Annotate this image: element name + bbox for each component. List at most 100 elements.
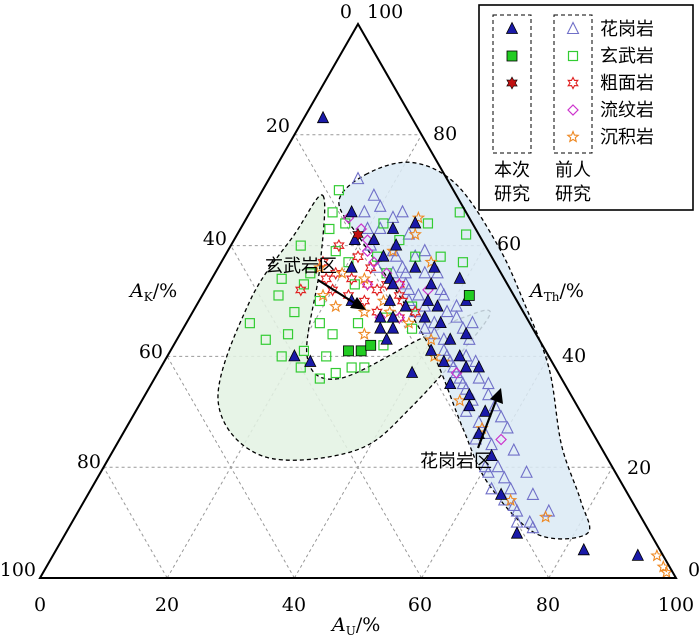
data-point-open-triangle [466,315,479,329]
data-point-open-triangle [501,420,514,434]
data-point-open-star5 [357,271,372,285]
data-point-open-star6 [371,283,383,297]
data-point-filled-triangle [409,260,422,273]
data-point-open-square [289,306,300,318]
data-point-filled-triangle [374,321,387,334]
data-point-open-diamond [368,256,380,269]
data-point-filled-square [365,339,377,351]
data-point-filled-triangle [463,398,476,412]
legend-box [478,4,694,211]
legend-label-rhyolite: 流纹岩 [600,100,654,121]
data-point-open-star5 [659,565,674,579]
data-point-open-square [298,345,310,356]
legend-label-trachyte: 粗面岩 [600,73,654,94]
data-point-open-triangle [491,459,505,473]
data-point-filled-square [355,345,367,357]
data-point-open-star5 [357,305,372,318]
data-points [244,110,674,579]
right-axis-title: ATh/% [528,280,584,304]
data-point-filled-triangle [409,216,422,229]
bottom-tick-label: 60 [408,594,432,616]
data-point-open-triangle [418,243,432,257]
data-point-open-triangle [497,470,511,484]
bottom-axis-title-main: A [330,614,346,636]
data-point-open-triangle [472,370,486,384]
legend-label-sedimentary: 沉积岩 [600,127,654,148]
data-point-open-star5 [335,266,349,279]
data-point-open-square [454,207,465,218]
data-point-open-square [314,295,325,307]
data-point-open-triangle [494,409,508,423]
data-point-filled-triangle [380,332,393,345]
data-point-open-square [461,229,472,240]
data-point-open-star5 [313,260,327,274]
data-point-filled-triangle [390,238,403,251]
data-point-open-triangle [402,282,416,295]
data-point-open-triangle [520,465,533,478]
data-point-filled-triangle [424,276,438,290]
data-point-filled-triangle [494,487,508,500]
data-point-open-triangle [399,265,413,279]
data-point-open-square [295,362,306,373]
right-tick-label: 0 [688,559,700,581]
data-point-open-triangle [481,387,495,401]
data-point-open-diamond [393,311,406,324]
data-point-filled-triangle [386,276,400,290]
data-point-filled-triangle [434,315,447,329]
data-point-open-square [394,234,405,246]
data-point-filled-triangle [510,526,524,539]
data-point-filled-triangle [374,310,387,323]
basalt-zone-label: 玄武岩区 [265,256,337,277]
triangle-outline [38,21,678,579]
data-point-filled-triangle [405,365,419,378]
data-point-filled-triangle [377,249,390,262]
data-point-open-diamond [450,367,463,379]
data-point-open-star5 [411,210,426,224]
data-point-open-square [343,257,354,268]
data-point-filled-triangle [304,354,317,367]
data-point-open-square [273,290,284,301]
data-point-open-square [333,185,345,196]
left-axis-title-suffix: /% [153,280,177,302]
legend-group-previous-box [553,14,593,154]
legend-marker-basalt-previous [567,50,579,62]
data-point-open-square [305,268,316,279]
left-tick-label: 0 [340,1,352,23]
legend-group-previous-line2: 研究 [555,184,591,205]
left-tick-label: 40 [203,228,227,250]
data-point-filled-triangle [316,110,330,124]
data-point-open-star6 [361,277,374,292]
data-point-open-diamond [361,278,374,291]
data-point-open-square [260,334,271,345]
right-tick-label: 20 [627,457,651,479]
data-point-open-diamond [361,245,374,257]
legend-marker-basalt-this-study [506,50,518,62]
bottom-axis-title-sub: U [346,624,356,638]
data-point-open-square [276,273,287,284]
data-point-filled-star6 [352,227,364,242]
data-point-open-square [457,257,469,268]
data-point-open-triangle [488,398,502,412]
triangle-frame [38,21,678,579]
data-point-open-triangle [427,315,441,329]
data-point-filled-triangle [479,404,492,417]
data-point-open-star5 [424,255,438,268]
rock-type-regions [217,161,591,540]
data-point-filled-triangle [345,260,358,273]
data-point-open-triangle [526,487,540,500]
data-point-open-square [352,318,364,329]
data-point-filled-triangle [386,310,400,323]
grid-line [166,356,295,579]
left-axis-title-sub: K [144,290,154,304]
right-axis-title-main: A [528,280,544,302]
legend-label-basalt: 玄武岩 [600,46,654,67]
data-point-filled-triangle [453,271,466,284]
data-point-filled-triangle [453,349,466,362]
data-point-open-triangle [450,298,463,312]
data-point-open-triangle [440,348,454,362]
data-point-open-triangle [542,503,556,517]
right-tick-label: 80 [433,123,457,145]
legend-markers [505,21,580,143]
data-point-open-square [435,251,446,262]
data-point-open-square [406,323,418,334]
